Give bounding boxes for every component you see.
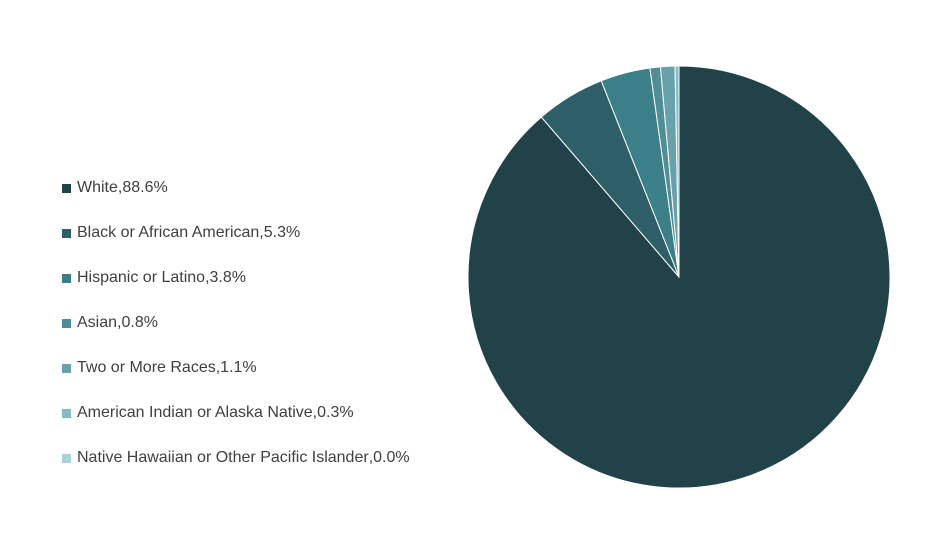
- legend-item-two-or-more: Two or More Races, 1.1%: [62, 356, 462, 401]
- legend-item-white: White, 88.6%: [62, 176, 462, 221]
- legend-item-black: Black or African American, 5.3%: [62, 221, 462, 266]
- legend-label: American Indian or Alaska Native: [77, 404, 313, 421]
- legend-label: Two or More Races: [77, 359, 216, 376]
- legend-swatch: [62, 364, 71, 373]
- legend-swatch: [62, 184, 71, 193]
- legend-item-american-indian: American Indian or Alaska Native, 0.3%: [62, 401, 462, 446]
- legend-value: 0.0%: [373, 449, 410, 466]
- chart-legend: White, 88.6% Black or African American, …: [62, 176, 462, 491]
- legend-item-asian: Asian, 0.8%: [62, 311, 462, 356]
- legend-swatch: [62, 319, 71, 328]
- legend-swatch: [62, 274, 71, 283]
- legend-value: 0.3%: [317, 404, 354, 421]
- legend-value: 1.1%: [220, 359, 257, 376]
- legend-label: White: [77, 179, 118, 196]
- legend-value: 3.8%: [209, 269, 246, 286]
- legend-swatch: [62, 454, 71, 463]
- legend-value: 0.8%: [121, 314, 158, 331]
- legend-swatch: [62, 409, 71, 418]
- legend-label: Native Hawaiian or Other Pacific Islande…: [77, 449, 369, 466]
- legend-value: 5.3%: [263, 224, 301, 241]
- legend-label: Black or African American: [77, 224, 260, 241]
- legend-label: Asian: [77, 314, 118, 331]
- legend-item-native-hawaiian: Native Hawaiian or Other Pacific Islande…: [62, 446, 462, 491]
- legend-item-hispanic: Hispanic or Latino, 3.8%: [62, 266, 462, 311]
- legend-value: 88.6%: [122, 179, 168, 196]
- legend-swatch: [62, 229, 71, 238]
- legend-label: Hispanic or Latino: [77, 269, 206, 286]
